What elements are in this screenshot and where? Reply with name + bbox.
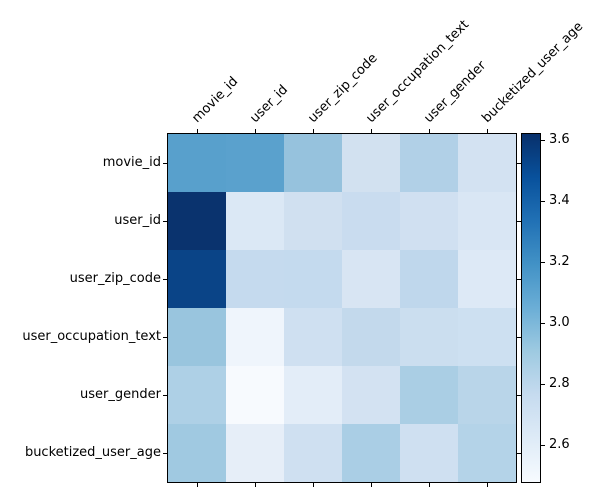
heatmap-cell [458, 424, 516, 482]
y-tick-label: bucketized_user_age [24, 445, 161, 460]
heatmap-cell [284, 250, 342, 308]
x-tick-label: movie_id [189, 74, 242, 126]
heatmap-cell [284, 424, 342, 482]
heatmap-cell [400, 424, 458, 482]
colorbar-tick-mark [541, 384, 545, 386]
heatmap-cell [342, 366, 400, 424]
x-tick-mark [255, 129, 256, 133]
colorbar-tick-label: 3.2 [549, 254, 570, 270]
x-tick-mark [255, 483, 256, 487]
colorbar-tick-label: 3.6 [549, 132, 570, 148]
x-tick-label: bucketized_user_age [479, 19, 587, 127]
heatmap-cell [226, 250, 284, 308]
x-tick-mark [313, 129, 314, 133]
heatmap-cell [284, 308, 342, 366]
colorbar-tick-label: 2.8 [549, 376, 570, 392]
heatmap-cell [226, 424, 284, 482]
y-tick-mark [517, 279, 521, 280]
heatmap-cell [226, 192, 284, 250]
y-tick-mark [517, 221, 521, 222]
heatmap-cell [342, 134, 400, 192]
colorbar-tick-mark [541, 140, 545, 142]
heatmap-cell [342, 308, 400, 366]
colorbar-tick-label: 2.6 [549, 437, 570, 453]
x-tick-label: user_occupation_text [363, 17, 473, 126]
heatmap-cell [168, 308, 226, 366]
y-tick-mark [517, 337, 521, 338]
heatmap-cell [226, 134, 284, 192]
heatmap-cell [458, 192, 516, 250]
heatmap-cell [168, 192, 226, 250]
x-tick-mark [487, 129, 488, 133]
heatmap-grid [167, 133, 517, 483]
y-tick-mark [163, 221, 167, 222]
heatmap-cell [458, 308, 516, 366]
colorbar [521, 133, 541, 483]
y-tick-mark [517, 163, 521, 164]
x-tick-mark [371, 483, 372, 487]
heatmap-cell [400, 134, 458, 192]
heatmap-cell [458, 250, 516, 308]
y-tick-label: user_gender [80, 387, 161, 402]
heatmap-cell [284, 134, 342, 192]
y-tick-label: movie_id [102, 155, 161, 170]
y-tick-label: user_id [114, 213, 161, 228]
y-tick-mark [163, 163, 167, 164]
colorbar-tick-label: 3.0 [549, 315, 570, 331]
heatmap-cell [400, 308, 458, 366]
heatmap-cell [168, 134, 226, 192]
y-tick-label: user_occupation_text [22, 329, 161, 344]
colorbar-tick-mark [541, 262, 545, 264]
x-tick-label: user_id [247, 82, 292, 126]
heatmap-cell [400, 250, 458, 308]
heatmap-cell [400, 366, 458, 424]
colorbar-tick-mark [541, 323, 545, 325]
heatmap-cell [226, 366, 284, 424]
colorbar-tick-mark [541, 201, 545, 203]
x-tick-mark [429, 483, 430, 487]
heatmap-cell [284, 366, 342, 424]
y-tick-mark [517, 395, 521, 396]
x-tick-mark [197, 129, 198, 133]
heatmap-cell [458, 134, 516, 192]
x-tick-mark [371, 129, 372, 133]
y-tick-mark [517, 453, 521, 454]
heatmap-cell [168, 366, 226, 424]
y-tick-mark [163, 279, 167, 280]
heatmap-cell [342, 250, 400, 308]
colorbar-tick-label: 3.4 [549, 193, 570, 209]
heatmap-cell [284, 192, 342, 250]
heatmap-cell [226, 308, 284, 366]
x-tick-mark [313, 483, 314, 487]
heatmap-cell [400, 192, 458, 250]
heatmap-cell [168, 250, 226, 308]
heatmap-cell [342, 192, 400, 250]
y-tick-mark [163, 453, 167, 454]
y-tick-mark [163, 337, 167, 338]
y-tick-label: user_zip_code [69, 271, 161, 286]
x-tick-mark [429, 129, 430, 133]
heatmap-cell [342, 424, 400, 482]
colorbar-tick-mark [541, 445, 545, 447]
x-tick-mark [197, 483, 198, 487]
heatmap-cell [168, 424, 226, 482]
y-tick-mark [163, 395, 167, 396]
heatmap-cell [458, 366, 516, 424]
x-tick-mark [487, 483, 488, 487]
